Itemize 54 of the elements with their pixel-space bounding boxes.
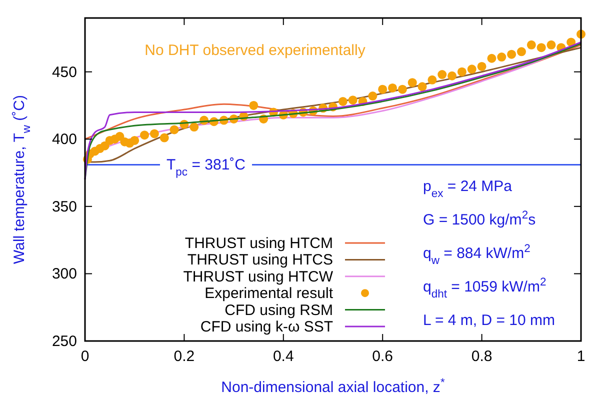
annotation: No DHT observed experimentally [144,42,366,59]
point [497,52,506,62]
point [398,84,407,94]
y-tick-label: 450 [52,64,77,81]
point [408,78,417,88]
legend-label: CFD using k-ω SST [200,318,333,336]
point [190,122,199,132]
point [348,96,358,105]
legend-label: THRUST using HTCW [183,268,334,286]
x-tick-label: 0.2 [174,348,195,365]
y-tick-label: 250 [52,333,77,350]
point [448,71,457,80]
legend-label: THRUST using HTCM [184,235,333,252]
annotation: p$_{ex}$ = 24 MPa [423,178,513,200]
x-tick-label: 0 [80,348,90,365]
point [170,125,179,134]
y-tick-label: 350 [52,198,77,216]
legend-label: Experimental result [204,285,334,302]
point [536,43,546,52]
x-tick-label: 1 [576,348,586,365]
point [487,54,496,63]
point [130,136,140,145]
y-tick-label: 400 [52,131,77,148]
point [378,84,388,94]
line-series [84,44,582,140]
point [477,62,486,71]
legend-label: CFD using RSM [224,302,333,319]
point [140,130,150,140]
point [368,92,378,101]
x-tick-label: 0.8 [471,348,492,365]
legend-label: THRUST using HTCS [187,252,333,269]
point [418,82,427,92]
point [438,70,447,80]
annotation: L = 4 m, D = 10 mm [423,312,555,329]
point [467,64,476,74]
point [428,75,437,84]
annotation: q$_{w}$ = 884 kW/m$^{2}$ [423,243,530,267]
point [526,40,536,50]
point [457,67,466,76]
point [150,129,159,138]
point [249,100,258,110]
point [338,96,348,106]
x-tick-label: 0.6 [372,348,394,365]
x-tick-label: 0.4 [272,348,294,365]
point [516,47,526,56]
point [507,50,516,59]
annotation: G = 1500 kg/m$^{2}$s [423,210,536,228]
y-tick-label: 300 [52,266,77,283]
ref-line-label: T$_{pc}$ = 381˚C [166,156,246,179]
x-axis-title: Non-dimensional axial location, z$^{*}$ [221,377,446,396]
point [546,40,556,50]
point [160,133,169,142]
point [388,83,398,92]
annotation: q$_{dht}$ = 1059 kW/m$^{2}$ [423,276,546,300]
